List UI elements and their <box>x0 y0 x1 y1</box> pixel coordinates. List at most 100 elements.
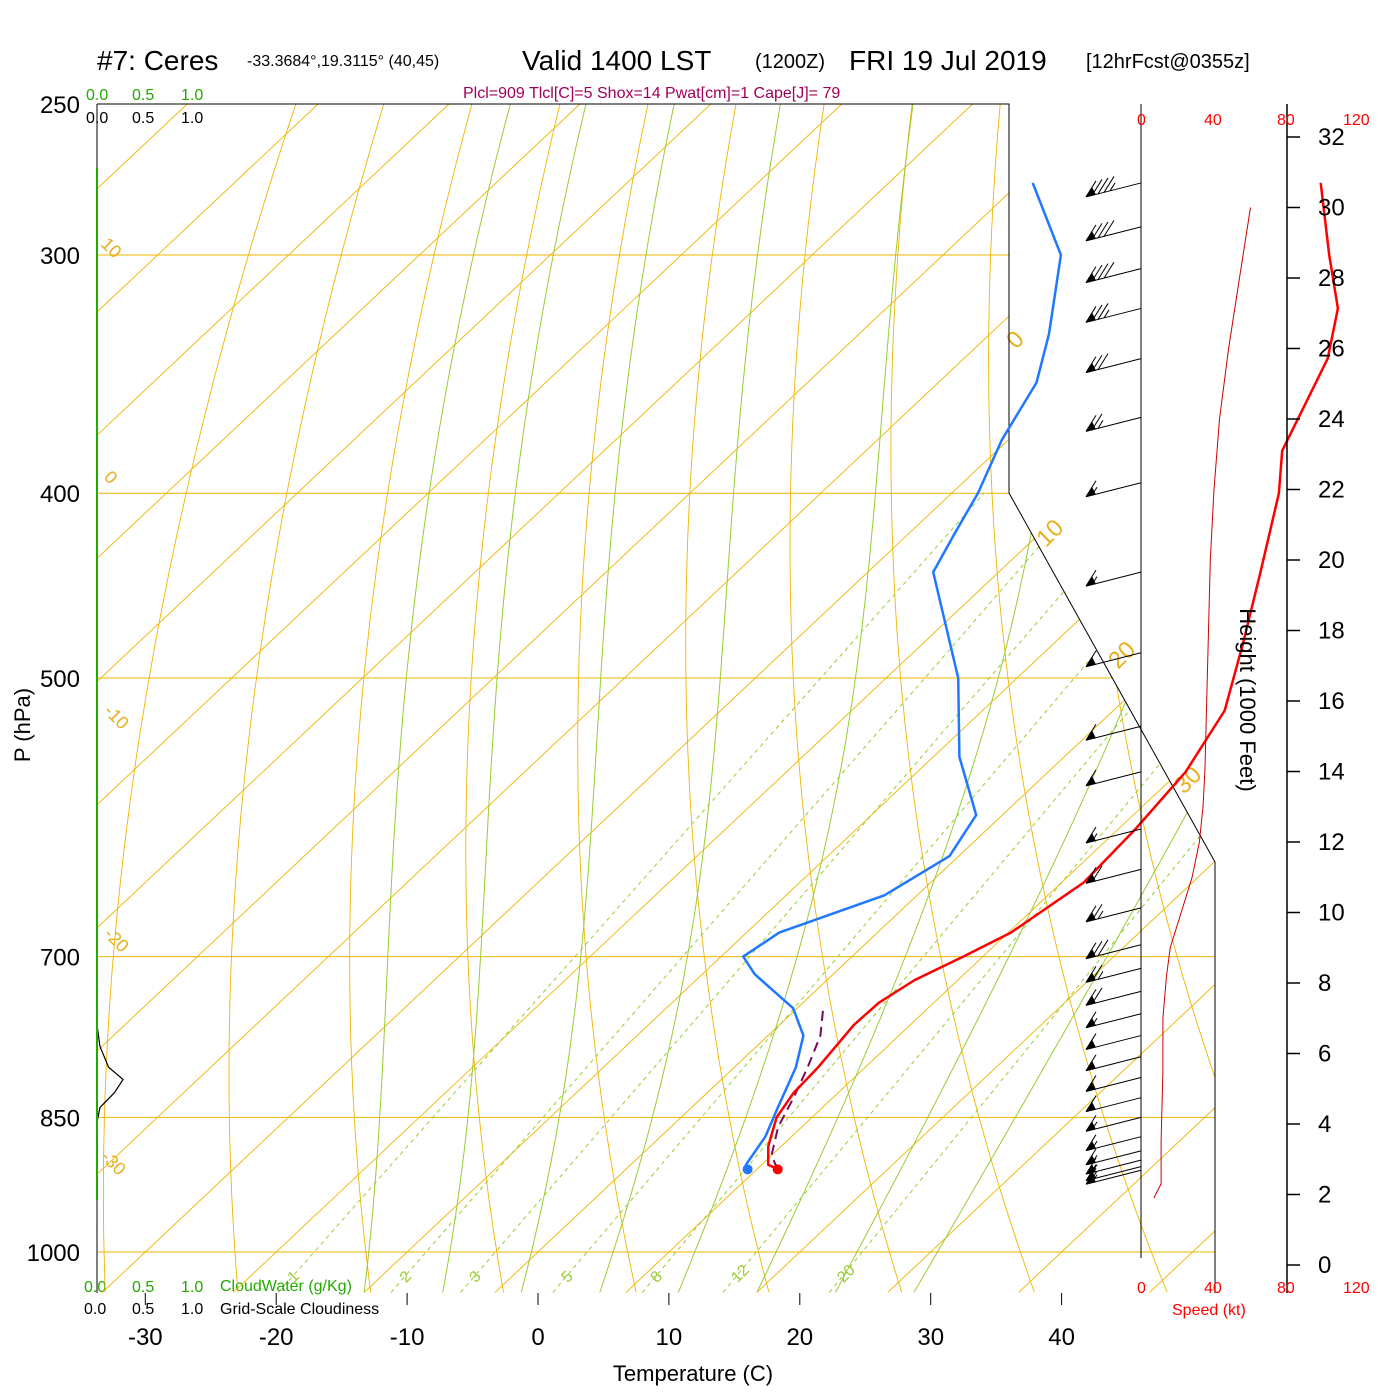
mixing-ratio-line <box>641 492 1215 1293</box>
wind-barb-flag <box>1086 1121 1096 1132</box>
isotherm-line <box>97 104 319 1293</box>
cloud-scale-top: 0.0 0.5 1.0 0.0 0.5 1.0 <box>86 87 203 127</box>
moist-adiabat <box>442 104 587 1293</box>
wind-barb-flag <box>1086 1101 1096 1112</box>
wind-barb-flag <box>1086 775 1096 786</box>
parcel-trace <box>770 1008 825 1170</box>
wind-barb-flag <box>1086 576 1096 587</box>
forecast-info: [12hrFcst@0355z] <box>1086 51 1250 73</box>
speed-tick: 80 <box>1277 1280 1295 1297</box>
wind-barb-feather <box>1097 177 1109 195</box>
surface-temperature-point <box>772 1164 783 1175</box>
speed-tick: 40 <box>1204 112 1222 129</box>
wind-barb-flag <box>1086 186 1096 197</box>
mixing-ratio-line <box>460 492 1149 1293</box>
surface-dewpoint-point <box>742 1164 753 1175</box>
sounding-profiles <box>96 168 1340 1200</box>
wind-barb <box>1085 826 1142 844</box>
height-tick-label: 8 <box>1318 970 1331 997</box>
isotherm-label: 10 <box>97 234 125 262</box>
moist-adiabat <box>677 104 914 1293</box>
speed-scale-top: 0 40 80 120 <box>1137 112 1370 129</box>
utc-time: (1200Z) <box>755 51 825 73</box>
wind-barb-flag <box>1086 1060 1096 1071</box>
isotherm-label: -10 <box>100 701 133 734</box>
wind-barb <box>1085 261 1142 284</box>
dry-adiabat <box>1352 104 1400 1292</box>
wind-barb-flag <box>1086 995 1096 1006</box>
x-tick-label: -20 <box>259 1324 294 1351</box>
wind-speed-curve <box>1153 207 1251 1199</box>
cloudwater-label: CloudWater (g/Kg) <box>220 1278 352 1295</box>
x-tick-label: 40 <box>1048 1324 1075 1351</box>
isotherm-line <box>97 104 1215 1293</box>
isotherm-line <box>97 104 1104 1293</box>
height-tick-label: 30 <box>1318 195 1345 222</box>
moist-adiabat <box>363 104 511 1293</box>
valid-time: Valid 1400 LST <box>522 45 711 76</box>
isotherm-line <box>1149 104 1215 1293</box>
wind-barb <box>1085 1167 1142 1185</box>
pressure-tick-label: 700 <box>40 945 80 972</box>
dry-adiabat <box>228 104 385 1293</box>
wind-barb-flag <box>1086 911 1096 922</box>
cloudiness-profile <box>96 1024 124 1123</box>
wind-barb <box>1085 865 1142 884</box>
isotherm-line <box>494 104 1215 1293</box>
cloudiness-tick: 0.0 <box>84 1301 106 1318</box>
wind-barb <box>1085 353 1142 374</box>
valid-date: FRI 19 Jul 2019 <box>849 45 1047 76</box>
isotherm-line <box>102 104 1215 1293</box>
wind-barb-flag <box>1086 873 1096 884</box>
x-tick-label: 20 <box>786 1324 813 1351</box>
dry-adiabat <box>349 104 473 1293</box>
wind-barb <box>1085 939 1142 960</box>
x-tick-label: -30 <box>128 1324 163 1351</box>
cloudwater-tick: 1.0 <box>181 1279 203 1296</box>
wind-barb <box>1085 1075 1142 1092</box>
pressure-tick-label: 850 <box>40 1105 80 1132</box>
wind-barb-half-feather <box>1097 420 1104 429</box>
cloudiness-tick: 1.0 <box>181 1301 203 1318</box>
isotherm-line <box>756 104 1215 1293</box>
wind-barb-flag <box>1086 312 1096 323</box>
wind-barb-half-feather <box>1109 182 1116 192</box>
speed-tick: 120 <box>1343 112 1370 129</box>
height-tick-label: 4 <box>1318 1111 1331 1138</box>
dewpoint-trace <box>741 182 1063 1170</box>
cloudiness-label: Grid-Scale Cloudiness <box>220 1301 379 1318</box>
height-tick-label: 12 <box>1318 829 1345 856</box>
wind-barb-half-feather <box>1097 971 1104 980</box>
wind-barb-flag <box>1086 362 1096 373</box>
station-coords: -33.3684°,19.3115° (40,45) <box>247 53 439 70</box>
wind-barb-flag <box>1086 948 1096 959</box>
pressure-tick-label: 500 <box>40 666 80 693</box>
dry-adiabat <box>1082 104 1215 1293</box>
cloudwater-tick: 1.0 <box>181 87 203 104</box>
x-axis-ticks: -30 -20 -10 0 10 20 30 40 <box>128 1293 1075 1351</box>
wind-barb-half-feather <box>1097 910 1104 920</box>
isotherm-line <box>97 104 581 1293</box>
wind-barb-flag <box>1086 272 1096 283</box>
wind-barbs <box>1085 176 1142 1185</box>
dry-adiabat <box>988 104 1168 1293</box>
height-tick-label: 32 <box>1318 124 1345 151</box>
wind-barb-flag <box>1086 1017 1096 1028</box>
wind-barb-flag <box>1086 656 1096 667</box>
x-axis-label: Temperature (C) <box>613 1361 773 1386</box>
wind-barb <box>1085 1115 1142 1132</box>
wind-barb-feather <box>1097 303 1109 320</box>
x-tick-label: 30 <box>917 1324 944 1351</box>
wind-barb <box>1085 1054 1142 1072</box>
height-tick-label: 18 <box>1318 618 1345 645</box>
moist-adiabat <box>756 104 1083 1293</box>
wind-barb-flag <box>1086 1140 1096 1151</box>
cloudwater-tick: 0.5 <box>132 87 154 104</box>
height-tick-label: 22 <box>1318 477 1345 504</box>
wind-barb <box>1085 1095 1142 1113</box>
wind-speed-profile <box>1153 207 1251 1199</box>
dry-adiabat <box>685 104 770 1293</box>
speed-scale-bottom: 0 40 80 120 Speed (kt) <box>1137 1280 1370 1319</box>
plot-frame <box>96 103 1216 1293</box>
